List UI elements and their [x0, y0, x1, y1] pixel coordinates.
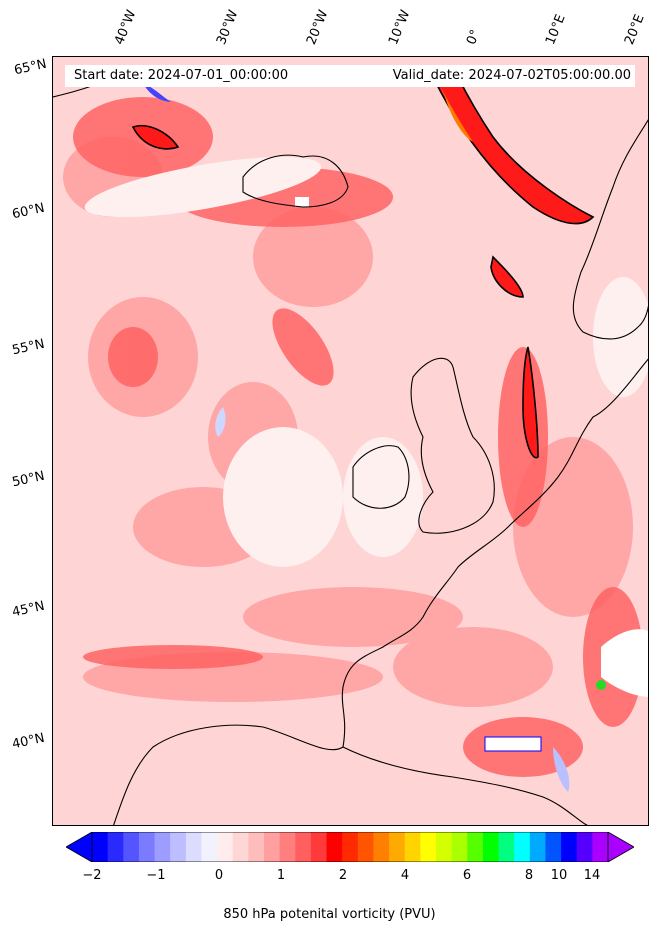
- info-bar: Start date: 2024-07-01_00:00:00 Valid_da…: [65, 65, 635, 87]
- colorbar-tick: 14: [583, 868, 601, 883]
- colorbar-segment: [389, 832, 406, 862]
- lat-label: 50°N: [10, 468, 46, 491]
- pv-field: [53, 57, 648, 825]
- colorbar-tick: 4: [400, 868, 410, 883]
- colorbar-tick: 10: [550, 868, 568, 883]
- colorbar-segment: [404, 832, 421, 862]
- coastlines: [53, 76, 648, 825]
- colorbar-tick: 1: [276, 868, 286, 883]
- colorbar-segment: [373, 832, 390, 862]
- colorbar-segment: [420, 832, 437, 862]
- colorbar-segment: [92, 832, 109, 862]
- colorbar-tick: 0: [214, 868, 224, 883]
- colorbar-segment: [201, 832, 218, 862]
- iceland-coast: [242, 154, 349, 208]
- colorbar-segment: [498, 832, 515, 862]
- europe-coast: [113, 358, 648, 825]
- colorbar-segment: [248, 832, 265, 862]
- mediterranean-coast: [342, 746, 589, 825]
- colorbar-segment: [561, 832, 578, 862]
- colorbar-segment: [185, 832, 202, 862]
- start-date: Start date: 2024-07-01_00:00:00: [74, 68, 289, 83]
- map-panel: Start date: 2024-07-01_00:00:00 Valid_da…: [52, 56, 649, 826]
- colorbar-segment: [154, 832, 171, 862]
- colorbar-segment: [436, 832, 453, 862]
- colorbar-frame: [91, 832, 609, 862]
- colorbar-tick: 6: [462, 868, 472, 883]
- colorbar-segment: [467, 832, 484, 862]
- colorbar-extend-high: [607, 832, 634, 862]
- pv-low-areas: [84, 156, 648, 567]
- lon-label: 30°W: [214, 8, 242, 47]
- lat-label: 55°N: [10, 336, 46, 359]
- colorbar-segment: [357, 832, 374, 862]
- britain-coast: [410, 357, 495, 534]
- lon-label: 0°: [464, 27, 484, 47]
- pv-strong-bands: [131, 76, 595, 459]
- colorbar-title: 850 hPa potenital vorticity (PVU): [223, 907, 436, 922]
- colorbar-segment: [295, 832, 312, 862]
- lat-label: 40°N: [10, 730, 46, 753]
- pv-artifacts: [143, 83, 648, 792]
- ireland-coast: [352, 445, 410, 509]
- colorbar-segment: [107, 832, 124, 862]
- colorbar-segment: [279, 832, 296, 862]
- colorbar-segment: [310, 832, 328, 862]
- colorbar-segment: [514, 832, 531, 862]
- colorbar-tick: −2: [82, 868, 102, 883]
- lat-label: 45°N: [10, 598, 46, 621]
- colorbar-segment: [576, 832, 593, 862]
- colorbar-tick: 2: [338, 868, 348, 883]
- colorbar-segment: [592, 832, 609, 862]
- lon-label: 20°W: [304, 8, 332, 47]
- lon-label: 40°W: [112, 8, 140, 47]
- colorbar-segment: [123, 832, 140, 862]
- colorbar-segment: [529, 832, 546, 862]
- colorbar-segment: [545, 832, 562, 862]
- lon-label: 20°E: [622, 12, 648, 47]
- scandinavia-coast: [572, 119, 648, 340]
- colorbar-segment: [232, 832, 249, 862]
- valid-date: Valid_date: 2024-07-02T05:00:00.00: [392, 68, 631, 83]
- lat-label: 65°N: [12, 56, 48, 79]
- lon-label: 10°W: [386, 8, 414, 47]
- colorbar-segment: [451, 832, 468, 862]
- colorbar-segment: [264, 832, 281, 862]
- colorbar-segment: [217, 832, 234, 862]
- lat-label: 60°N: [10, 200, 46, 223]
- colorbar-segment: [170, 832, 187, 862]
- lon-label: 10°E: [543, 12, 569, 47]
- colorbar-tick: 8: [524, 868, 534, 883]
- colorbar-segment: [326, 832, 343, 862]
- colorbar-extend-low: [66, 832, 93, 862]
- colorbar-segment: [482, 832, 500, 862]
- colorbar-segment: [138, 832, 156, 862]
- colorbar: [66, 832, 634, 862]
- colorbar-segment: [342, 832, 359, 862]
- colorbar-tick: −1: [146, 868, 166, 883]
